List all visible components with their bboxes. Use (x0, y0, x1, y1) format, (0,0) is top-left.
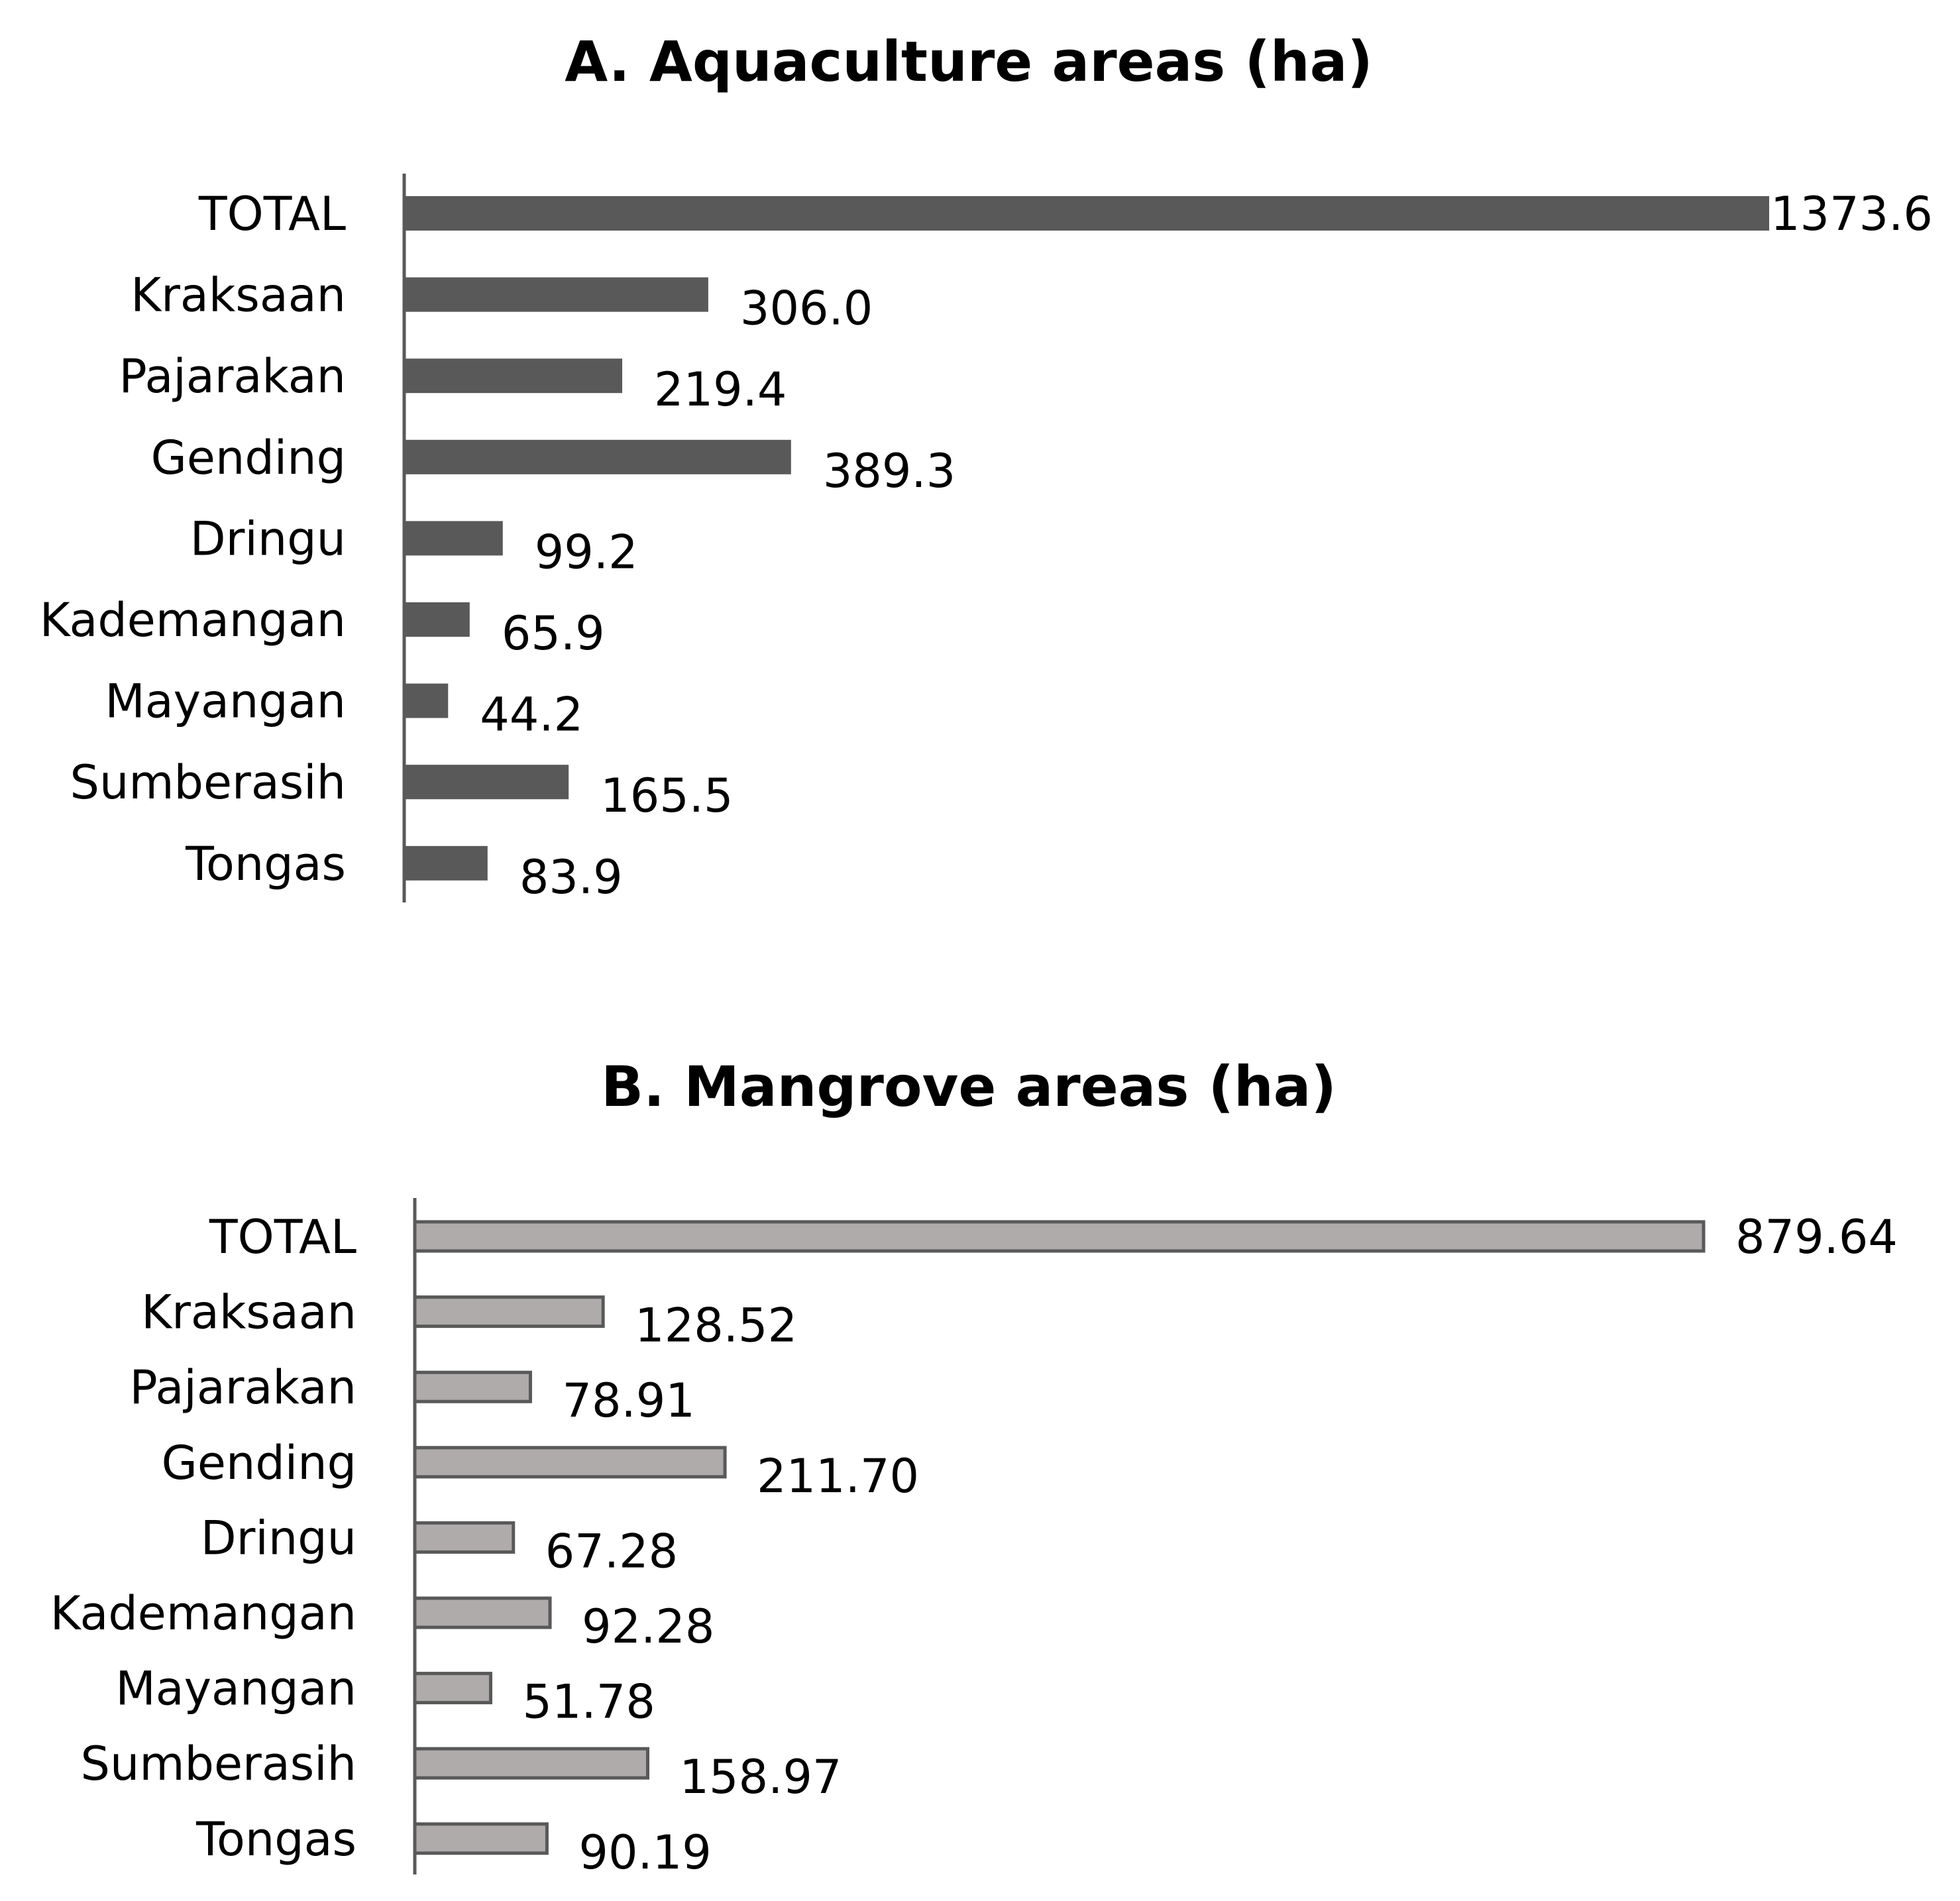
panel-mangrove: B. Mangrove areas (ha) TOTAL 879.64 Kraksa… (50, 1054, 1898, 1880)
aquaculture-bar-kraksaan (404, 277, 708, 312)
aquaculture-bar-dringu (404, 521, 503, 556)
aquaculture-value-label: 1373.6 (1770, 187, 1933, 241)
aquaculture-category-label: Pajarakan (119, 349, 346, 404)
mangrove-value-label: 128.52 (635, 1299, 797, 1353)
mangrove-bar-tongas (413, 1822, 549, 1855)
aquaculture-value-label: 389.3 (823, 444, 955, 498)
mangrove-bar-mayangan (413, 1672, 492, 1705)
mangrove-bar-kraksaan (413, 1295, 605, 1329)
mangrove-bar-total (413, 1220, 1706, 1253)
aquaculture-bar-total (404, 196, 1769, 231)
panel-aquaculture: A. Aquaculture areas (ha) TOTAL 1373.6 Kra… (40, 29, 1933, 904)
mangrove-value-label: 211.70 (757, 1449, 919, 1503)
aquaculture-category-label: Kraksaan (131, 268, 346, 323)
mangrove-value-label: 158.97 (680, 1750, 842, 1804)
aquaculture-value-label: 219.4 (654, 362, 787, 417)
aquaculture-bar-pajarakan (404, 358, 623, 394)
mangrove-category-label: TOTAL (209, 1210, 356, 1264)
aquaculture-value-label: 99.2 (535, 525, 638, 579)
mangrove-category-label: Gending (162, 1436, 356, 1490)
mangrove-category-label: Tongas (195, 1812, 356, 1867)
aquaculture-value-label: 83.9 (519, 850, 623, 904)
aquaculture-category-label: Sumberasih (70, 755, 346, 810)
mangrove-bar-dringu (413, 1521, 516, 1554)
chart-title-aquaculture: A. Aquaculture areas (ha) (565, 29, 1373, 94)
aquaculture-category-label: Gending (151, 431, 346, 485)
mangrove-value-label: 879.64 (1735, 1210, 1898, 1264)
aquaculture-bar-mayangan (404, 683, 449, 718)
mangrove-value-label: 67.28 (545, 1524, 678, 1578)
mangrove-category-label: Kraksaan (141, 1285, 356, 1340)
mangrove-bar-sumberasih (413, 1747, 650, 1780)
mangrove-value-label: 51.78 (522, 1675, 655, 1729)
mangrove-bar-pajarakan (413, 1370, 532, 1403)
mangrove-value-label: 90.19 (578, 1825, 711, 1880)
aquaculture-value-label: 165.5 (600, 769, 733, 823)
aquaculture-category-label: Dringu (190, 512, 346, 566)
aquaculture-category-label: Tongas (185, 837, 346, 891)
aquaculture-bar-gending (404, 439, 791, 474)
mangrove-value-label: 92.28 (582, 1600, 714, 1654)
mangrove-bar-kademangan (413, 1596, 552, 1629)
mangrove-category-label: Dringu (201, 1511, 356, 1565)
aquaculture-category-label: Mayangan (105, 675, 346, 729)
mangrove-category-label: Kademangan (50, 1586, 356, 1641)
mangrove-bar-gending (413, 1446, 727, 1479)
aquaculture-bar-sumberasih (404, 765, 569, 800)
mangrove-value-label: 78.91 (562, 1374, 694, 1428)
aquaculture-value-label: 306.0 (740, 282, 873, 336)
aquaculture-bar-kademangan (404, 602, 470, 637)
aquaculture-value-label: 44.2 (480, 688, 583, 742)
chart-title-mangrove: B. Mangrove areas (ha) (601, 1054, 1336, 1119)
mangrove-category-label: Mayangan (115, 1662, 356, 1716)
aquaculture-value-label: 65.9 (502, 606, 605, 661)
mangrove-category-label: Pajarakan (129, 1360, 356, 1415)
mangrove-category-label: Sumberasih (81, 1737, 356, 1791)
aquaculture-category-label: Kademangan (40, 593, 346, 647)
aquaculture-bar-tongas (404, 845, 488, 881)
aquaculture-category-label: TOTAL (198, 187, 346, 241)
